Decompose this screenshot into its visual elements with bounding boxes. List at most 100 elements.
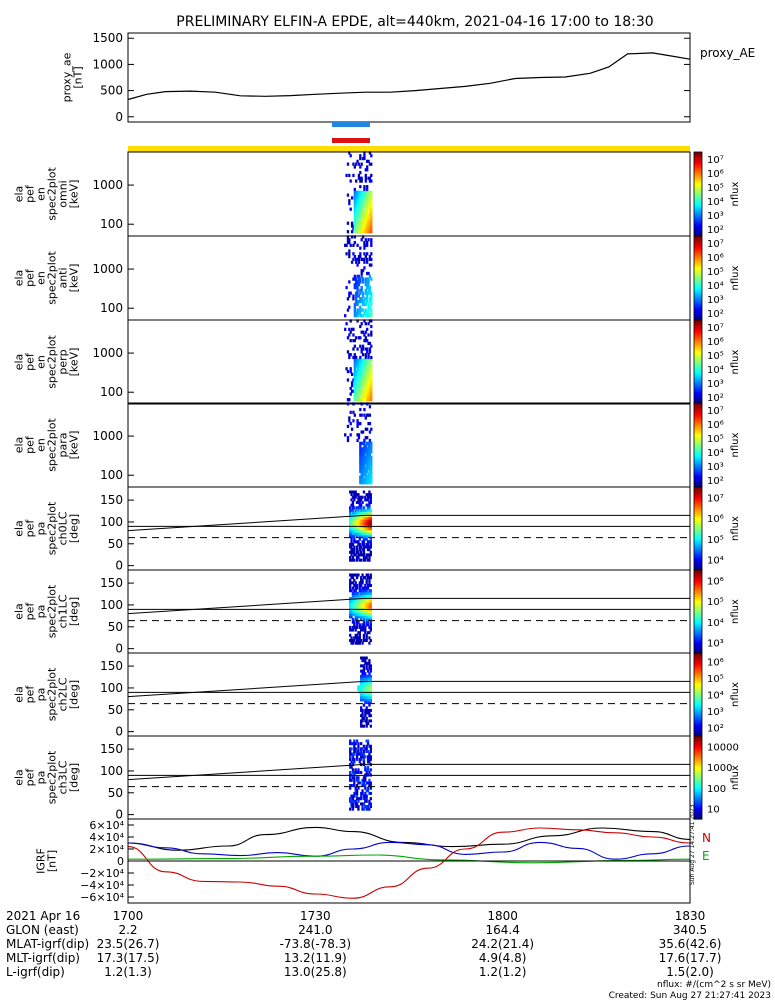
svg-text:pef: pef bbox=[24, 184, 37, 203]
igrf-ytick: 2×10⁴ bbox=[89, 843, 124, 856]
footer-row-value: 241.0 bbox=[298, 923, 332, 937]
svg-text:ch3LC: ch3LC bbox=[57, 760, 70, 794]
svg-text:proxy_ae: proxy_ae bbox=[61, 52, 74, 102]
proxy-ae-frame bbox=[127, 32, 691, 123]
hemisphere-bar bbox=[332, 138, 370, 143]
x-tick-label: 1800 bbox=[487, 909, 518, 923]
en_para-cbar-tick: 10³ bbox=[707, 462, 724, 473]
igrf-ytick: 0 bbox=[117, 855, 124, 868]
en_perp-panel: 1001000elapefenspec2plotperp[keV]10²10³1… bbox=[13, 319, 741, 405]
en_omni-colorbar: 10² 10³ 10⁴ 10⁵ 10⁶ 10⁷ nflux bbox=[693, 151, 741, 237]
footer-row-label: MLAT-igrf(dip) bbox=[6, 937, 89, 951]
en_para-cbar-tick: 10⁵ bbox=[707, 434, 724, 445]
footer-row-value: 35.6(42.6) bbox=[659, 937, 722, 951]
en_para-cbar-tick: 10⁴ bbox=[707, 448, 724, 459]
igrf-series-line bbox=[127, 841, 691, 860]
svg-text:[nT]: [nT] bbox=[72, 66, 85, 88]
en_omni-cbar-tick: 10² bbox=[707, 225, 724, 236]
pa_ch2-cbar-tick: 10² bbox=[707, 724, 724, 735]
igrf-ytick: 6×10⁴ bbox=[89, 819, 124, 832]
svg-text:[keV]: [keV] bbox=[68, 348, 81, 377]
igrf-series-line bbox=[127, 827, 691, 899]
pa_ch2-ytick: 0 bbox=[115, 725, 123, 739]
footer-row-label: L-igrf(dip) bbox=[6, 965, 65, 979]
en_para-frame bbox=[127, 402, 691, 488]
svg-text:ela: ela bbox=[13, 603, 26, 620]
pa_ch2-ytick: 50 bbox=[108, 703, 123, 717]
svg-text:spec2plot: spec2plot bbox=[46, 667, 59, 721]
en_perp-cbar-tick: 10⁴ bbox=[707, 365, 724, 376]
pa_ch3-ytick: 150 bbox=[100, 742, 123, 756]
footer-row-value: 340.5 bbox=[673, 923, 707, 937]
pa_ch3-ytick: 50 bbox=[108, 786, 123, 800]
svg-text:ela: ela bbox=[13, 686, 26, 703]
en_para-cbar-tick: 10² bbox=[707, 476, 724, 487]
orbit-bars bbox=[128, 122, 690, 152]
svg-text:pef: pef bbox=[24, 352, 37, 371]
svg-text:[deg]: [deg] bbox=[68, 680, 81, 709]
pa_ch0-ytick: 0 bbox=[115, 559, 123, 573]
pa_ch0-cbar-tick: 10⁷ bbox=[707, 493, 724, 504]
svg-text:pef: pef bbox=[24, 685, 37, 704]
en_para-cells bbox=[344, 402, 373, 485]
pa_ch1-cbar-tick: 10⁶ bbox=[707, 576, 724, 587]
proxy-ae-ytick: 500 bbox=[100, 84, 123, 98]
svg-text:[deg]: [deg] bbox=[68, 597, 81, 626]
svg-text:ela: ela bbox=[13, 186, 26, 203]
proxy-ae-ylabel: proxy_ae[nT] bbox=[61, 52, 85, 102]
pa_ch1-reference-lines bbox=[127, 597, 690, 622]
pa_ch3-colorbar: 10 100 1000 10000 nflux bbox=[693, 735, 741, 820]
svg-text:en: en bbox=[35, 355, 48, 369]
svg-text:[deg]: [deg] bbox=[68, 763, 81, 792]
pa_ch1-cbar-label: nflux bbox=[730, 599, 741, 624]
proxy-ae-line bbox=[127, 52, 691, 101]
en_perp-colorbar: 10² 10³ 10⁴ 10⁵ 10⁶ 10⁷ nflux bbox=[693, 319, 741, 405]
en_perp-ytick: 100 bbox=[100, 385, 123, 399]
igrf-ytick: −2×10⁴ bbox=[80, 867, 124, 880]
footer-row-value: 17.6(17.7) bbox=[659, 951, 722, 965]
svg-text:ela: ela bbox=[13, 769, 26, 786]
footer-row-value: 13.2(11.9) bbox=[284, 951, 347, 965]
en_perp-cbar-tick: 10⁶ bbox=[707, 337, 724, 348]
svg-text:perp: perp bbox=[57, 349, 70, 374]
svg-text:pa: pa bbox=[35, 771, 48, 785]
en_omni-cbar-tick: 10⁴ bbox=[707, 197, 724, 208]
igrf-ylabel: IGRF[nT] bbox=[35, 848, 59, 874]
svg-text:pef: pef bbox=[24, 602, 37, 621]
svg-text:spec2plot: spec2plot bbox=[46, 418, 59, 472]
pa_ch1-cbar-tick: 10⁴ bbox=[707, 618, 724, 629]
pa_ch2-colorbar: 10² 10³ 10⁴ 10⁵ 10⁶ nflux bbox=[693, 652, 741, 737]
pa_ch0-panel: 050100150elapefpaspec2plotch0LC[deg]10⁴1… bbox=[13, 486, 741, 573]
pa_ch3-reference-lines bbox=[127, 763, 690, 788]
pa_ch3-cells bbox=[349, 739, 372, 811]
svg-text:spec2plot: spec2plot bbox=[46, 167, 59, 221]
pa_ch2-cbar-label: nflux bbox=[730, 682, 741, 707]
pa_ch0-upper-line bbox=[127, 514, 690, 532]
en_omni-panel: 1001000elapefenspec2plotomni[keV]10²10³1… bbox=[13, 151, 741, 237]
svg-text:[deg]: [deg] bbox=[68, 514, 81, 543]
en_omni-ytick: 100 bbox=[100, 217, 123, 231]
proxy-ae-ytick: 1500 bbox=[92, 31, 123, 45]
svg-text:spec2plot: spec2plot bbox=[46, 335, 59, 389]
svg-text:omni: omni bbox=[57, 180, 70, 207]
footer: 2021 Apr 16 1700 1730 1800 1830 GLON (east) 2.… bbox=[6, 909, 771, 1000]
footer-row-value: 1.5(2.0) bbox=[666, 965, 714, 979]
igrf-panel: −6×10⁴−4×10⁴−2×10⁴02×10⁴4×10⁴6×10⁴IGRF[n… bbox=[35, 804, 711, 904]
en_anti-cbar-label: nflux bbox=[730, 265, 741, 290]
pa_ch1-ytick: 150 bbox=[100, 576, 123, 590]
igrf-ytick: 4×10⁴ bbox=[89, 831, 124, 844]
pa_ch2-frame bbox=[127, 652, 691, 737]
footer-row-value: 17.3(17.5) bbox=[97, 951, 160, 965]
x-tick-label: 1700 bbox=[113, 909, 144, 923]
en_para-ytick: 1000 bbox=[92, 429, 123, 443]
pa_ch3-cbar-tick: 10000 bbox=[707, 742, 739, 753]
igrf-ytick: −6×10⁴ bbox=[80, 891, 124, 904]
svg-text:pa: pa bbox=[35, 605, 48, 619]
pa_ch3-upper-line bbox=[127, 763, 690, 781]
figure-title: PRELIMINARY ELFIN-A EPDE, alt=440km, 202… bbox=[176, 14, 653, 30]
svg-text:ela: ela bbox=[13, 520, 26, 537]
